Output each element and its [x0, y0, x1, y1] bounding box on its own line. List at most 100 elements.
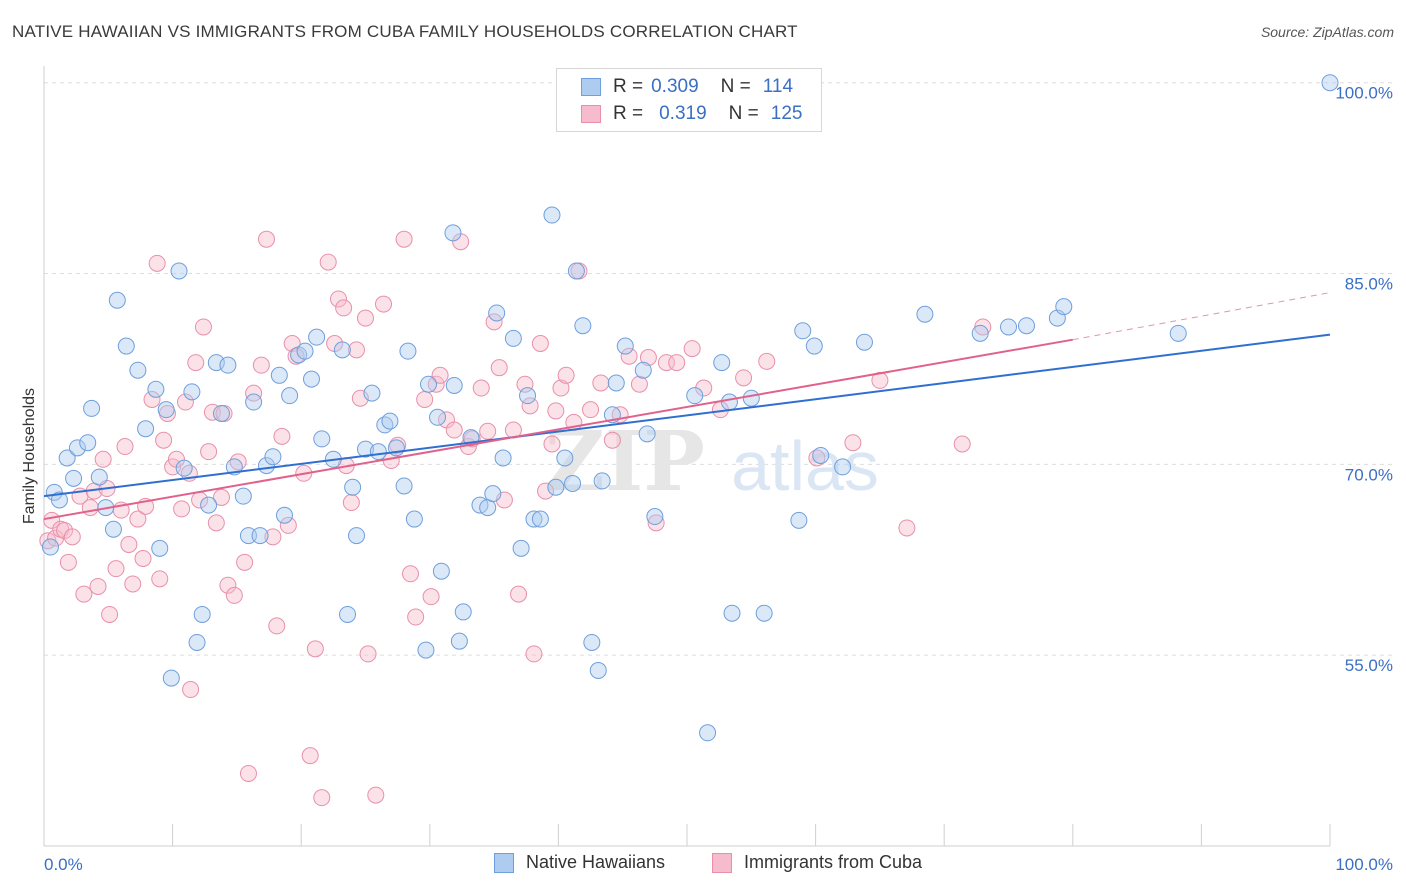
point-immigrants-from-cuba	[279, 516, 297, 534]
point-native-hawaiians	[302, 370, 320, 388]
point-immigrants-from-cuba	[268, 617, 286, 635]
point-native-hawaiians	[395, 477, 413, 495]
point-immigrants-from-cuba	[347, 341, 365, 359]
point-native-hawaiians	[251, 527, 269, 545]
point-immigrants-from-cuba	[657, 354, 675, 372]
point-immigrants-from-cuba	[94, 450, 112, 468]
point-native-hawaiians	[834, 458, 852, 476]
point-native-hawaiians	[212, 404, 230, 422]
point-native-hawaiians	[574, 317, 592, 335]
point-native-hawaiians	[445, 376, 463, 394]
point-native-hawaiians	[686, 387, 704, 405]
point-native-hawaiians	[417, 641, 435, 659]
point-native-hawaiians	[504, 329, 522, 347]
series-legend: Native Hawaiians Immigrants from Cuba	[0, 852, 1406, 876]
point-native-hawaiians	[338, 605, 356, 623]
point-immigrants-from-cuba	[273, 427, 291, 445]
point-native-hawaiians	[239, 527, 257, 545]
point-native-hawaiians	[484, 485, 502, 503]
point-immigrants-from-cuba	[89, 577, 107, 595]
point-native-hawaiians	[68, 439, 86, 457]
point-native-hawaiians	[494, 449, 512, 467]
point-immigrants-from-cuba	[557, 366, 575, 384]
point-native-hawaiians	[742, 389, 760, 407]
point-immigrants-from-cuba	[225, 586, 243, 604]
point-immigrants-from-cuba	[367, 786, 385, 804]
point-native-hawaiians	[151, 539, 169, 557]
point-immigrants-from-cuba	[187, 354, 205, 372]
legend-r-value: 0.319	[659, 103, 707, 124]
point-native-hawaiians	[175, 459, 193, 477]
point-native-hawaiians	[50, 491, 68, 509]
tick-labels: 55.0% 70.0% 85.0% 100.0% 0.0% 100.0%	[44, 84, 1393, 874]
point-native-hawaiians	[369, 443, 387, 461]
point-native-hawaiians	[855, 333, 873, 351]
point-native-hawaiians	[512, 539, 530, 557]
point-native-hawaiians	[333, 341, 351, 359]
y-tick-label: 55.0%	[1345, 656, 1393, 675]
point-native-hawaiians	[83, 399, 101, 417]
point-immigrants-from-cuba	[101, 605, 119, 623]
point-native-hawaiians	[723, 604, 741, 622]
point-native-hawaiians	[713, 354, 731, 372]
point-native-hawaiians	[519, 387, 537, 405]
point-immigrants-from-cuba	[445, 421, 463, 439]
point-native-hawaiians	[567, 262, 585, 280]
point-native-hawaiians	[432, 562, 450, 580]
point-native-hawaiians	[583, 633, 601, 651]
point-native-hawaiians	[357, 440, 374, 458]
point-immigrants-from-cuba	[143, 390, 161, 408]
point-immigrants-from-cuba	[313, 789, 331, 807]
point-native-hawaiians	[147, 380, 165, 398]
point-immigrants-from-cuba	[668, 354, 686, 372]
point-native-hawaiians	[344, 478, 362, 496]
legend-item-immigrants-from-cuba: Immigrants from Cuba	[712, 852, 922, 873]
point-native-hawaiians	[193, 605, 211, 623]
point-native-hawaiians	[264, 448, 282, 466]
legend-label-native-hawaiians: Native Hawaiians	[526, 852, 666, 872]
point-immigrants-from-cuba	[301, 747, 319, 765]
point-native-hawaiians	[450, 632, 468, 650]
point-immigrants-from-cuba	[252, 356, 270, 374]
point-immigrants-from-cuba	[407, 608, 425, 626]
point-native-hawaiians	[454, 603, 472, 621]
point-native-hawaiians	[794, 322, 812, 340]
point-immigrants-from-cuba	[552, 379, 570, 397]
point-immigrants-from-cuba	[342, 494, 360, 512]
point-immigrants-from-cuba	[81, 499, 99, 517]
point-immigrants-from-cuba	[236, 553, 254, 571]
point-native-hawaiians	[137, 420, 155, 438]
x-tick-label: 0.0%	[44, 855, 83, 874]
point-native-hawaiians	[812, 446, 830, 464]
point-native-hawaiians	[444, 224, 462, 242]
legend-label-immigrants-from-cuba: Immigrants from Cuba	[744, 852, 923, 872]
point-immigrants-from-cuba	[329, 290, 347, 308]
correlation-legend: R = 0.309 N = 114 R = 0.319 N = 125	[556, 68, 822, 132]
point-native-hawaiians	[219, 356, 237, 374]
legend-row-native-hawaiians: R = 0.309 N = 114	[581, 75, 793, 99]
y-tick-label: 85.0%	[1345, 275, 1393, 294]
point-native-hawaiians	[399, 342, 417, 360]
point-immigrants-from-cuba	[357, 309, 374, 327]
point-immigrants-from-cuba	[134, 549, 152, 567]
point-native-hawaiians	[720, 393, 738, 411]
point-immigrants-from-cuba	[148, 254, 166, 272]
point-immigrants-from-cuba	[490, 359, 508, 377]
trend-lines	[43, 292, 1331, 521]
point-immigrants-from-cuba	[735, 369, 753, 387]
point-native-hawaiians	[188, 633, 206, 651]
point-native-hawaiians	[1321, 74, 1339, 92]
point-immigrants-from-cuba	[630, 375, 648, 393]
point-immigrants-from-cuba	[898, 519, 916, 537]
point-immigrants-from-cuba	[75, 585, 93, 603]
point-native-hawaiians	[805, 337, 823, 355]
point-immigrants-from-cuba	[59, 553, 77, 571]
point-immigrants-from-cuba	[306, 640, 324, 658]
point-immigrants-from-cuba	[521, 397, 539, 415]
legend-swatch-blue	[494, 852, 514, 873]
point-native-hawaiians	[543, 206, 561, 224]
point-native-hawaiians	[117, 337, 135, 355]
point-immigrants-from-cuba	[422, 588, 440, 606]
point-native-hawaiians	[347, 527, 365, 545]
